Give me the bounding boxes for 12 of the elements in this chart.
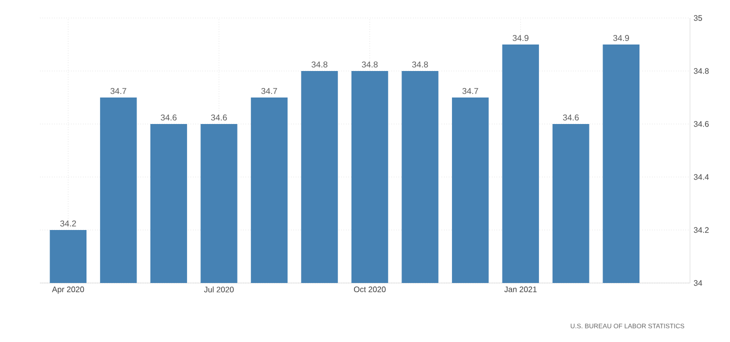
data-label: 34.8	[412, 61, 428, 68]
data-label: 34.7	[462, 88, 478, 94]
data-label: 34.8	[312, 61, 328, 68]
data-label: 34.6	[160, 114, 177, 120]
data-label: 34.6	[562, 114, 579, 120]
data-label: 34.8	[362, 61, 378, 68]
data-label: 34.9	[613, 34, 629, 41]
data-label: 34.2	[60, 220, 76, 226]
data-label: 34.9	[512, 34, 528, 41]
data-label: 34.6	[211, 114, 227, 120]
data-label: 34.7	[110, 88, 126, 94]
data-label: 34.7	[261, 88, 278, 94]
